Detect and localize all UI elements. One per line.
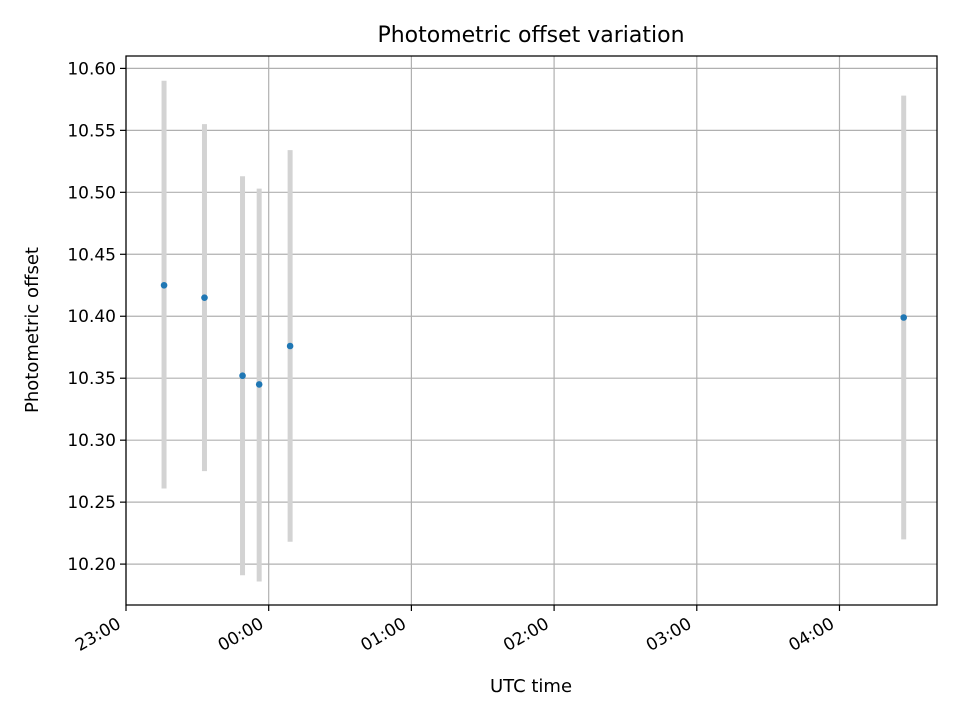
y-tick-label: 10.45 <box>67 245 116 265</box>
y-axis-label: Photometric offset <box>22 247 43 413</box>
data-point <box>900 314 908 321</box>
chart-title: Photometric offset variation <box>377 23 684 48</box>
data-markers <box>160 281 908 388</box>
y-tick-label: 10.25 <box>67 493 116 513</box>
y-tick-label: 10.55 <box>67 121 116 141</box>
data-point <box>201 294 208 301</box>
data-point <box>239 372 246 380</box>
data-point <box>160 281 168 289</box>
y-axis-ticks: 10.20 10.25 10.30 10.35 10.40 10.45 10.50 10.55… <box>67 59 126 575</box>
y-tick-label: 10.30 <box>67 431 116 451</box>
plot-frame <box>125 55 938 606</box>
y-tick-label: 10.60 <box>67 59 116 79</box>
data-point <box>255 381 263 388</box>
y-tick-label: 10.50 <box>67 183 116 203</box>
data-point <box>286 342 294 350</box>
y-tick-label: 10.20 <box>67 555 116 575</box>
x-axis-label: UTC time <box>490 676 572 697</box>
y-tick-label: 10.35 <box>67 369 116 389</box>
y-tick-label: 10.40 <box>67 307 116 327</box>
